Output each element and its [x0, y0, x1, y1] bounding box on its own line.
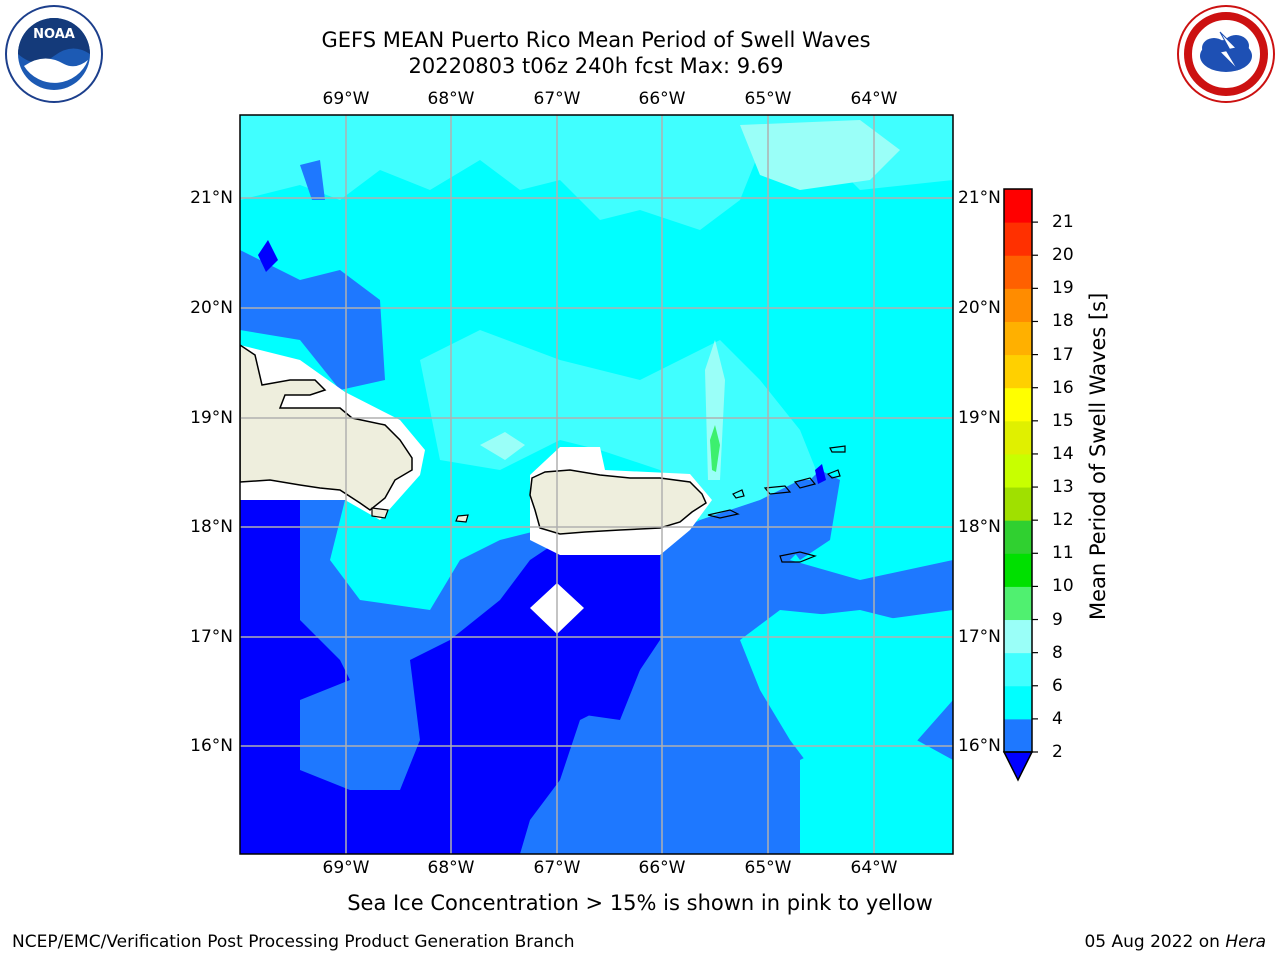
lon-label-top: 68°W	[427, 89, 475, 109]
colorbar-tick-label: 15	[1052, 410, 1074, 431]
colorbar-tick-label: 2	[1052, 742, 1063, 762]
nws-logo	[1177, 5, 1275, 103]
swell-region-9-10-w	[480, 432, 525, 460]
colorbar-tick-label: 19	[1052, 278, 1074, 299]
lat-label-right: 21°N	[958, 188, 1001, 208]
colorbar-segment	[1004, 718, 1032, 753]
colorbar-tick-label: 8	[1052, 642, 1063, 663]
lon-label-bottom: 69°W	[322, 858, 370, 878]
land-culebra	[732, 489, 745, 499]
colorbar-segment	[1004, 321, 1032, 356]
colorbar-segment	[1004, 586, 1032, 621]
colorbar-tick-label: 14	[1052, 443, 1074, 464]
colorbar-segment	[1004, 222, 1032, 256]
colorbar-tick-label: 9	[1052, 609, 1063, 630]
noaa-logo: NOAA	[5, 5, 103, 103]
swell-region-2-4-s	[580, 590, 660, 720]
colorbar-tick-label: 21	[1052, 212, 1074, 233]
colorbar	[1002, 188, 1038, 782]
colorbar-tick-label: 4	[1052, 708, 1063, 729]
colorbar-tick-label: 20	[1052, 245, 1074, 266]
colorbar-segment	[1004, 354, 1032, 389]
footer-date-text: 05 Aug 2022 on	[1084, 932, 1226, 952]
colorbar-segment	[1004, 652, 1032, 687]
colorbar-outline	[1003, 188, 1033, 753]
swell-region-9-10-ne	[740, 120, 900, 190]
colorbar-segment	[1004, 453, 1032, 488]
lon-label-top: 69°W	[322, 89, 370, 109]
colorbar-tick-label: 13	[1052, 477, 1074, 498]
swell-region-4-6-nw	[240, 250, 385, 390]
map-frame	[239, 114, 954, 855]
colorbar-segment	[1004, 189, 1032, 223]
land-st-croix	[779, 551, 817, 563]
colorbar-tick-label: 18	[1052, 311, 1074, 332]
colorbar-segment	[1004, 255, 1032, 289]
lat-label-right: 17°N	[958, 627, 1001, 647]
colorbar-tick-label: 16	[1052, 377, 1074, 398]
lat-label-left: 20°N	[190, 298, 233, 318]
land-virgin-gorda	[826, 469, 841, 479]
swell-region-4-6-nnw	[300, 160, 325, 200]
land-st-john	[793, 477, 817, 489]
land-saona	[371, 507, 389, 519]
colorbar-segment	[1004, 387, 1032, 422]
swell-region-2-4-nw	[258, 240, 278, 272]
footer-credit: NCEP/EMC/Verification Post Processing Pr…	[12, 932, 575, 952]
land-mona	[455, 514, 469, 523]
lon-label-bottom: 66°W	[638, 858, 686, 878]
lat-label-right: 16°N	[958, 736, 1001, 756]
swell-region-6-8-se	[770, 610, 900, 730]
lon-label-top: 67°W	[533, 89, 581, 109]
footer-host: Hera	[1225, 932, 1266, 952]
colorbar-segment	[1004, 288, 1032, 322]
lon-label-bottom: 67°W	[533, 858, 581, 878]
colorbar-tick-label: 11	[1052, 543, 1074, 564]
lat-label-left: 19°N	[190, 408, 233, 428]
colorbar-segment	[1004, 685, 1032, 720]
footer-date: 05 Aug 2022 on Hera	[1084, 932, 1266, 952]
sea-ice-caption: Sea Ice Concentration > 15% is shown in …	[347, 891, 933, 915]
lat-label-left: 21°N	[190, 188, 233, 208]
lon-label-bottom: 64°W	[850, 858, 898, 878]
lat-label-left: 17°N	[190, 627, 233, 647]
lat-label-right: 18°N	[958, 517, 1001, 537]
lon-label-top: 64°W	[850, 89, 898, 109]
land-vieques	[707, 509, 740, 519]
lon-label-top: 65°W	[744, 89, 792, 109]
colorbar-tick-label: 12	[1052, 510, 1074, 531]
swell-region-4-6-islands	[785, 470, 840, 560]
colorbar-label: Mean Period of Swell Waves [s]	[1086, 292, 1110, 620]
colorbar-segment	[1004, 619, 1032, 654]
map-gridlines	[240, 115, 953, 854]
land-hispaniola	[240, 344, 413, 511]
swell-max-region	[710, 425, 720, 472]
chart-title-line2: 20220803 t06z 240h fcst Max: 9.69	[408, 54, 784, 78]
swell-region-2-4-islands	[815, 464, 826, 484]
lon-label-top: 66°W	[638, 89, 686, 109]
lat-label-left: 16°N	[190, 736, 233, 756]
chart-title-line1: GEFS MEAN Puerto Rico Mean Period of Swe…	[321, 28, 871, 52]
lon-label-bottom: 65°W	[744, 858, 792, 878]
land-anegada	[829, 445, 846, 453]
colorbar-extend-arrow	[1002, 751, 1034, 782]
colorbar-segment	[1004, 520, 1032, 554]
swell-region-6-8-sse	[800, 720, 953, 854]
colorbar-segment	[1004, 487, 1032, 521]
colorbar-segment	[1004, 553, 1032, 587]
lon-label-bottom: 68°W	[427, 858, 475, 878]
lat-label-right: 19°N	[958, 408, 1001, 428]
colorbar-tick-label: 10	[1052, 576, 1074, 597]
colorbar-tick-label: 6	[1052, 675, 1063, 696]
lat-label-left: 18°N	[190, 517, 233, 537]
lat-label-right: 20°N	[958, 298, 1001, 318]
noaa-logo-text: NOAA	[33, 27, 75, 42]
colorbar-segment	[1004, 420, 1032, 455]
colorbar-tick-label: 17	[1052, 344, 1074, 365]
